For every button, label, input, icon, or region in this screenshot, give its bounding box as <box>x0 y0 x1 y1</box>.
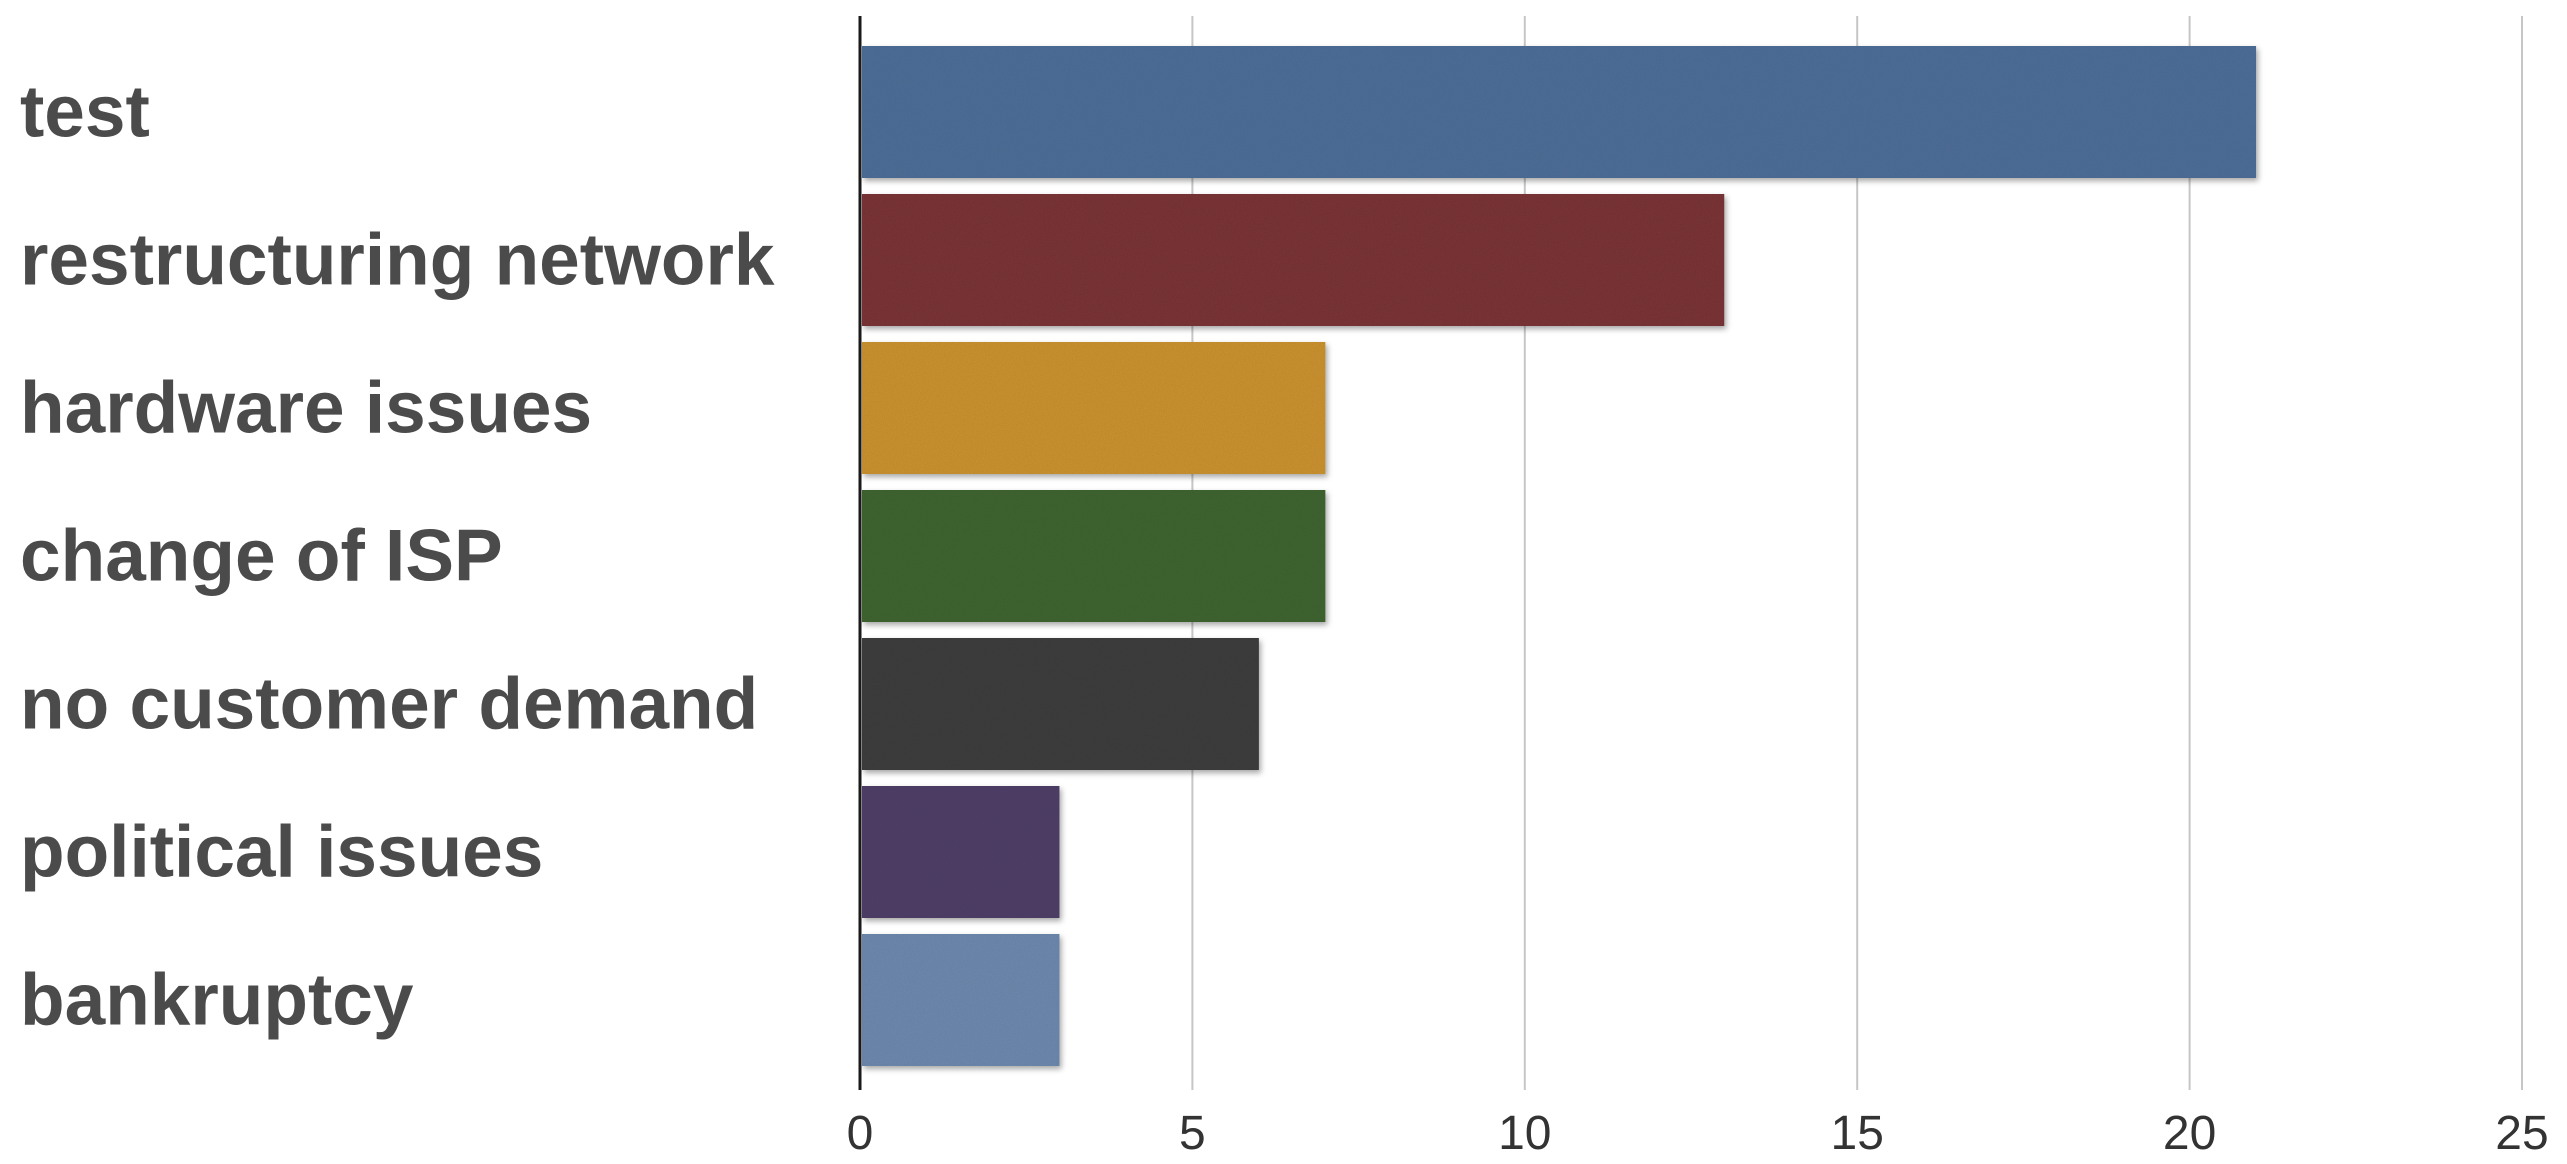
tick-layer: 0 5 10 15 20 25 <box>847 1107 2549 1160</box>
x-tick-label: 5 <box>1179 1107 1206 1160</box>
label-layer: test restructuring network hardware issues… <box>20 72 775 1041</box>
bar-layer <box>862 46 2257 1066</box>
category-label: test <box>20 72 150 153</box>
bar <box>862 786 1060 918</box>
category-label: political issues <box>20 812 543 893</box>
category-label: restructuring network <box>20 220 775 301</box>
bar <box>862 638 1259 770</box>
x-tick-label: 0 <box>847 1107 874 1160</box>
x-tick-label: 25 <box>2495 1107 2548 1160</box>
bar <box>862 934 1060 1066</box>
category-label: no customer demand <box>20 664 758 745</box>
bar <box>862 342 1326 474</box>
category-label: change of ISP <box>20 516 503 597</box>
bar <box>862 194 1725 326</box>
category-label: hardware issues <box>20 368 592 449</box>
x-tick-label: 15 <box>1831 1107 1884 1160</box>
x-tick-label: 20 <box>2163 1107 2216 1160</box>
category-label: bankruptcy <box>20 960 414 1041</box>
x-tick-label: 10 <box>1498 1107 1551 1160</box>
bar <box>862 490 1326 622</box>
bar <box>862 46 2257 178</box>
